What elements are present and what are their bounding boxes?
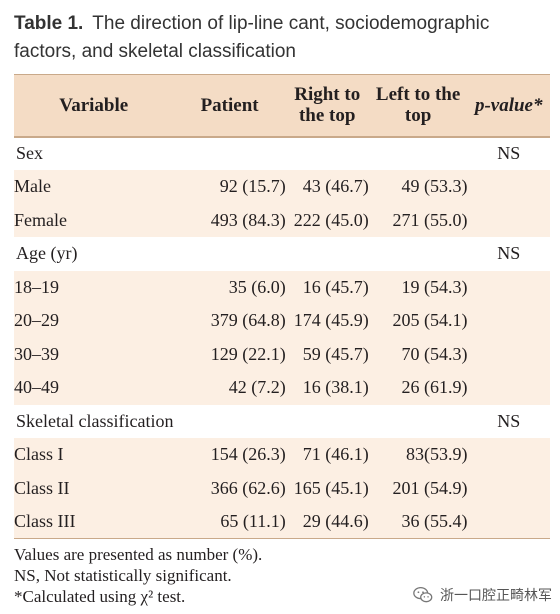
cell-variable: Female	[14, 203, 174, 237]
cell-variable: 18–19	[14, 270, 174, 304]
cell-variable: Class III	[14, 505, 174, 539]
header-right-line2: the top	[298, 105, 356, 127]
cell-patient	[173, 237, 286, 271]
header-left-line1: Left to the	[375, 84, 461, 106]
cell-variable: 20–29	[14, 304, 174, 338]
cell-variable: Male	[14, 170, 174, 204]
header-variable: Variable	[14, 74, 174, 138]
cell-right: 165 (45.1)	[285, 471, 369, 505]
header-patient: Patient	[173, 74, 286, 138]
cell-pvalue	[467, 270, 550, 304]
cell-left: 201 (54.9)	[368, 471, 468, 505]
cell-pvalue	[467, 371, 550, 405]
header-right: Right to the top	[285, 74, 369, 138]
cell-left: 19 (54.3)	[368, 270, 468, 304]
cell-patient: 493 (84.3)	[173, 203, 286, 237]
cell-pvalue	[467, 471, 550, 505]
table-title: The direction of lip-line cant, sociodem…	[14, 13, 490, 62]
header-pvalue: p-value*	[467, 74, 550, 138]
cell-right: 16 (38.1)	[285, 371, 369, 405]
header-left-line2: top	[404, 105, 432, 127]
cell-pvalue: NS	[467, 404, 550, 438]
table-row-group: Age (yr) NS	[14, 237, 550, 271]
cell-left: 83(53.9)	[368, 438, 468, 472]
header-right-line1: Right to	[294, 84, 361, 106]
table-row-group: Sex NS	[14, 136, 550, 170]
cell-right	[285, 237, 369, 271]
cell-variable: Age (yr)	[14, 237, 174, 271]
cell-right: 71 (46.1)	[285, 438, 369, 472]
cell-patient: 366 (62.6)	[173, 471, 286, 505]
watermark-text: 浙一口腔正畸林军	[440, 588, 552, 604]
table-row: 30–39 129 (22.1) 59 (45.7) 70 (54.3)	[14, 337, 550, 371]
table-row: 20–29 379 (64.8) 174 (45.9) 205 (54.1)	[14, 304, 550, 338]
cell-variable: 40–49	[14, 371, 174, 405]
cell-variable: 30–39	[14, 337, 174, 371]
cell-left: 205 (54.1)	[368, 304, 468, 338]
table-row-group: Skeletal classification NS	[14, 404, 550, 438]
cell-patient	[173, 136, 286, 170]
table-row: Male 92 (15.7) 43 (46.7) 49 (53.3)	[14, 170, 550, 204]
footnote-values: Values are presented as number (%).	[14, 545, 263, 564]
table-row: Class I 154 (26.3) 71 (46.1) 83(53.9)	[14, 438, 550, 472]
cell-pvalue	[467, 304, 550, 338]
cell-pvalue: NS	[467, 136, 550, 170]
cell-pvalue	[467, 170, 550, 204]
cell-patient: 42 (7.2)	[173, 371, 286, 405]
cell-left: 271 (55.0)	[368, 203, 468, 237]
cell-variable: Class I	[14, 438, 174, 472]
cell-patient: 35 (6.0)	[173, 270, 286, 304]
cell-pvalue	[467, 337, 550, 371]
cell-right	[285, 136, 369, 170]
cell-pvalue	[467, 203, 550, 237]
cell-patient	[173, 404, 286, 438]
cell-right: 43 (46.7)	[285, 170, 369, 204]
cell-patient: 129 (22.1)	[173, 337, 286, 371]
cell-left: 70 (54.3)	[368, 337, 468, 371]
cell-left: 49 (53.3)	[368, 170, 468, 204]
footnote-ns: NS, Not statistically significant.	[14, 566, 232, 585]
table-caption: Table 1. The direction of lip-line cant,…	[14, 10, 554, 66]
header-left: Left to the top	[368, 74, 468, 138]
header-row: Variable Patient Right to the top Left t…	[14, 74, 550, 138]
table-label: Table 1.	[14, 13, 84, 34]
cell-pvalue: NS	[467, 237, 550, 271]
cell-variable: Class II	[14, 471, 174, 505]
cell-right: 29 (44.6)	[285, 505, 369, 539]
watermark: 浙一口腔正畸林军	[412, 580, 552, 610]
cell-right: 222 (45.0)	[285, 203, 369, 237]
table-row: Class II 366 (62.6) 165 (45.1) 201 (54.9…	[14, 471, 550, 505]
cell-variable: Skeletal classification	[14, 404, 174, 438]
table-row: 18–19 35 (6.0) 16 (45.7) 19 (54.3)	[14, 270, 550, 304]
wechat-icon	[413, 587, 433, 603]
cell-pvalue	[467, 438, 550, 472]
table-row: Female 493 (84.3) 222 (45.0) 271 (55.0)	[14, 203, 550, 237]
cell-right: 59 (45.7)	[285, 337, 369, 371]
cell-variable: Sex	[14, 136, 174, 170]
cell-patient: 92 (15.7)	[173, 170, 286, 204]
cell-right: 174 (45.9)	[285, 304, 369, 338]
cell-left	[368, 136, 468, 170]
cell-patient: 65 (11.1)	[173, 505, 286, 539]
cell-patient: 154 (26.3)	[173, 438, 286, 472]
table-row: Class III 65 (11.1) 29 (44.6) 36 (55.4)	[14, 505, 550, 539]
cell-right	[285, 404, 369, 438]
cell-patient: 379 (64.8)	[173, 304, 286, 338]
cell-right: 16 (45.7)	[285, 270, 369, 304]
table-row: 40–49 42 (7.2) 16 (38.1) 26 (61.9)	[14, 371, 550, 405]
cell-left: 26 (61.9)	[368, 371, 468, 405]
footnote-test: *Calculated using χ² test.	[14, 587, 186, 606]
data-table: Variable Patient Right to the top Left t…	[14, 74, 550, 539]
cell-left: 36 (55.4)	[368, 505, 468, 539]
cell-pvalue	[467, 505, 550, 539]
table-footnotes: Values are presented as number (%). NS, …	[14, 544, 414, 607]
cell-left	[368, 404, 468, 438]
cell-left	[368, 237, 468, 271]
